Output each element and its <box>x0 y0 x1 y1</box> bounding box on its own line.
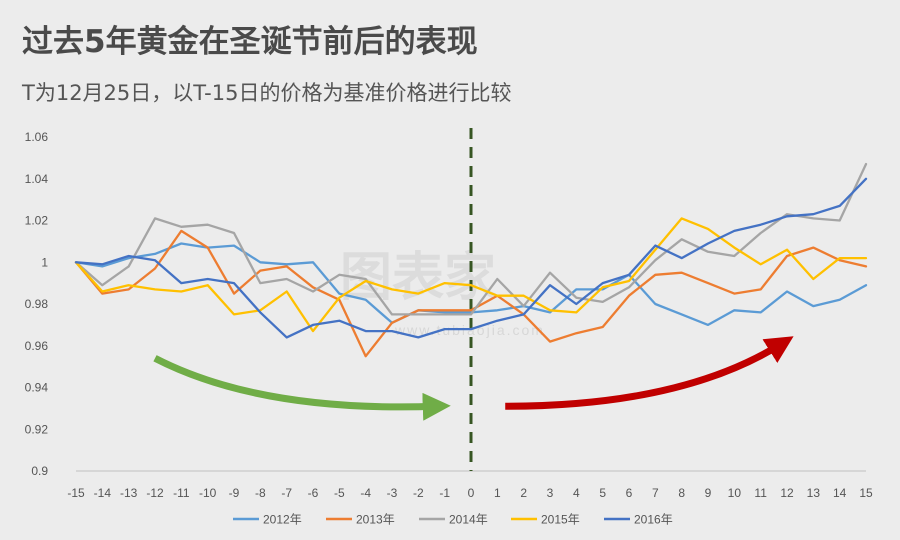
legend-label: 2016年 <box>634 513 673 527</box>
series-line-3 <box>74 162 868 316</box>
x-tick-label: 13 <box>807 486 821 500</box>
y-tick-label: 0.94 <box>25 381 49 395</box>
x-tick-label: -1 <box>439 486 450 500</box>
y-tick-label: 0.9 <box>31 464 48 478</box>
x-tick-label: -15 <box>67 486 85 500</box>
x-tick-label: -3 <box>387 486 398 500</box>
legend-label: 2012年 <box>263 513 302 527</box>
x-tick-label: 10 <box>728 486 742 500</box>
x-tick-label: 12 <box>780 486 794 500</box>
x-tick-label: 7 <box>652 486 659 500</box>
series-line-2 <box>74 229 868 358</box>
x-tick-label: 2 <box>520 486 527 500</box>
x-tick-label: 3 <box>547 486 554 500</box>
series-line-5 <box>74 177 868 339</box>
x-tick-label: -13 <box>120 486 138 500</box>
x-tick-label: -12 <box>146 486 164 500</box>
x-tick-label: -6 <box>308 486 319 500</box>
x-tick-label: 15 <box>859 486 873 500</box>
x-tick-label: 8 <box>678 486 685 500</box>
x-tick-label: -10 <box>199 486 217 500</box>
x-tick-label: -14 <box>94 486 112 500</box>
y-tick-label: 1.02 <box>25 214 49 228</box>
x-tick-label: 9 <box>705 486 712 500</box>
x-tick-label: -8 <box>255 486 266 500</box>
trend-arrows <box>153 336 794 421</box>
y-tick-label: 1.06 <box>25 130 49 144</box>
x-tick-label: -5 <box>334 486 345 500</box>
y-tick-label: 0.92 <box>25 422 49 436</box>
green-down-arrow <box>153 355 451 421</box>
y-tick-label: 0.96 <box>25 339 49 353</box>
x-tick-label: 11 <box>754 486 767 500</box>
x-tick-label: -2 <box>413 486 424 500</box>
x-tick-label: -4 <box>360 486 371 500</box>
legend: 2012年 2013年 2014年 2015年 2016年 <box>233 513 673 527</box>
x-tick-label: -7 <box>281 486 292 500</box>
x-tick-label: 6 <box>626 486 633 500</box>
series-lines <box>74 162 868 358</box>
y-tick-label: 1 <box>41 255 48 269</box>
series-line-4 <box>74 217 868 333</box>
chart-subtitle: T为12月25日，以T-15日的价格为基准价格进行比较 <box>22 81 512 105</box>
x-tick-label: -9 <box>229 486 240 500</box>
x-tick-label: 0 <box>468 486 475 500</box>
x-tick-label: 14 <box>833 486 847 500</box>
legend-label: 2014年 <box>449 513 488 527</box>
chart-title: 过去5年黄金在圣诞节前后的表现 <box>22 24 478 60</box>
x-tick-label: -11 <box>173 486 190 500</box>
watermark: 图表家 www.tubiaojia.com <box>340 248 543 338</box>
x-tick-label: 4 <box>573 486 580 500</box>
y-tick-label: 1.04 <box>25 172 49 186</box>
legend-label: 2015年 <box>541 513 580 527</box>
red-up-arrow <box>505 336 794 410</box>
legend-label: 2013年 <box>356 513 395 527</box>
x-tick-label: 1 <box>494 486 501 500</box>
x-tick-label: 5 <box>599 486 606 500</box>
y-tick-label: 0.98 <box>25 297 49 311</box>
